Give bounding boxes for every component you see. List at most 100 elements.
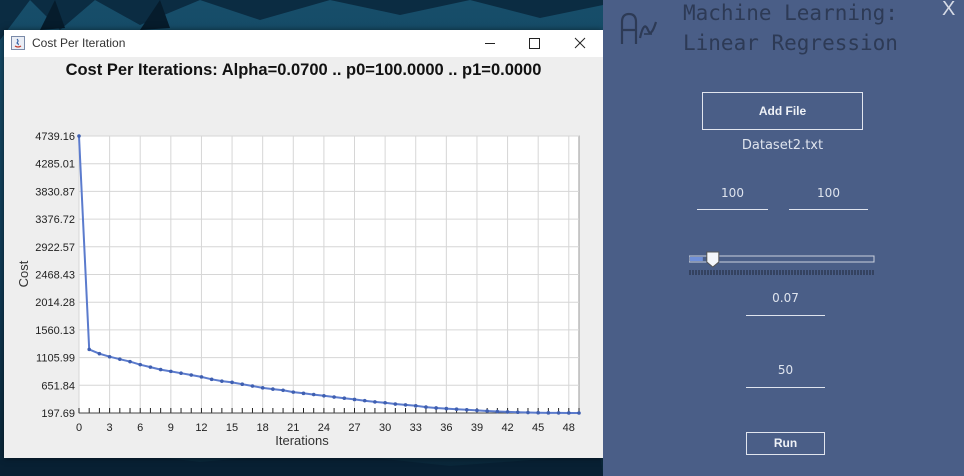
data-point: [505, 410, 510, 414]
y-tick-label: 2014.28: [35, 297, 75, 309]
data-point: [332, 395, 336, 399]
data-point: [556, 411, 561, 415]
data-point: [485, 409, 489, 413]
data-point: [179, 371, 183, 376]
data-point: [342, 396, 347, 401]
p0-input[interactable]: 100: [697, 186, 768, 210]
data-point: [189, 373, 194, 377]
x-tick-label: 0: [76, 422, 82, 434]
data-point: [424, 405, 428, 409]
data-point: [434, 406, 438, 410]
data-point: [352, 397, 357, 402]
data-point: [260, 386, 265, 390]
data-point: [138, 362, 143, 367]
data-point: [577, 411, 581, 415]
data-point: [322, 393, 326, 398]
data-point: [118, 357, 122, 361]
y-tick-label: 1105.99: [36, 353, 75, 365]
app-title-line1: Machine Learning:: [683, 1, 898, 25]
slider-fill: [690, 257, 703, 261]
x-tick-label: 18: [257, 422, 269, 434]
data-point: [373, 400, 377, 404]
x-tick-label: 24: [318, 422, 330, 434]
data-point: [158, 367, 163, 372]
data-point: [362, 398, 367, 403]
data-point: [209, 377, 214, 382]
data-point: [515, 410, 520, 415]
y-axis-label: Cost: [16, 260, 31, 287]
x-tick-label: 48: [563, 422, 575, 434]
data-point: [128, 359, 132, 364]
maximize-button[interactable]: [511, 30, 557, 57]
data-point: [240, 382, 245, 386]
x-tick-label: 42: [501, 422, 513, 434]
data-point: [495, 409, 500, 414]
y-tick-label: 1560.13: [35, 325, 75, 337]
alpha-slider[interactable]: [689, 250, 877, 278]
x-tick-label: 27: [348, 422, 360, 434]
x-tick-label: 30: [379, 422, 391, 434]
close-window-button[interactable]: [557, 30, 603, 57]
y-tick-label: 2468.43: [35, 269, 75, 281]
data-point: [393, 402, 398, 406]
alpha-input[interactable]: 0.07: [746, 291, 825, 316]
x-tick-label: 9: [168, 422, 174, 434]
close-icon: [574, 37, 586, 49]
add-file-button[interactable]: Add File: [702, 92, 863, 130]
window-titlebar[interactable]: Cost Per Iteration: [4, 30, 603, 57]
file-name-label: Dataset2.txt: [741, 138, 824, 153]
p1-input[interactable]: 100: [789, 186, 868, 210]
data-point: [281, 388, 285, 393]
control-panel: Machine Learning: Linear Regression X Ad…: [603, 0, 964, 476]
data-point: [199, 375, 204, 379]
data-point: [107, 354, 112, 359]
data-point: [454, 407, 459, 411]
run-button[interactable]: Run: [746, 432, 825, 455]
x-tick-label: 12: [195, 422, 207, 434]
data-point: [403, 403, 408, 407]
y-tick-label: 4285.01: [35, 159, 75, 171]
y-tick-label: 2922.57: [35, 242, 75, 254]
exit-button[interactable]: X: [942, 0, 956, 20]
minimize-button[interactable]: [467, 30, 513, 57]
data-point: [444, 406, 449, 411]
x-tick-label: 33: [410, 422, 422, 434]
x-tick-label: 39: [471, 422, 483, 434]
data-point: [77, 134, 81, 138]
data-point: [475, 408, 479, 413]
data-point: [87, 347, 92, 352]
x-tick-label: 15: [226, 422, 238, 434]
data-point: [413, 404, 418, 408]
y-tick-label: 197.69: [41, 408, 75, 420]
minimize-icon: [485, 43, 495, 44]
data-point: [301, 391, 306, 396]
app-logo-icon: [620, 12, 658, 44]
y-tick-label: 4739.16: [35, 131, 75, 143]
slider-thumb[interactable]: [706, 251, 720, 268]
app-title-line2: Linear Regression: [683, 31, 898, 55]
iterations-input[interactable]: 50: [746, 363, 825, 388]
data-point: [97, 351, 102, 356]
data-point: [230, 380, 234, 385]
x-tick-label: 45: [532, 422, 544, 434]
x-tick-label: 36: [440, 422, 452, 434]
y-tick-label: 651.84: [41, 380, 75, 392]
x-tick-label: 6: [137, 422, 143, 434]
data-point: [536, 410, 540, 415]
data-point: [169, 369, 173, 374]
data-point: [383, 400, 387, 405]
y-tick-label: 3376.72: [35, 214, 75, 226]
cost-chart: 197.69 651.84 1105.99 1560.13 2014.28 2468.43…: [16, 131, 581, 448]
window-title: Cost Per Iteration: [32, 36, 126, 50]
y-tick-label: 3830.87: [35, 186, 75, 198]
data-point: [546, 411, 551, 415]
x-tick-label: 3: [107, 422, 113, 434]
x-axis-label: Iterations: [275, 433, 329, 448]
chart-title: Cost Per Iterations: Alpha=0.0700 .. p0=…: [65, 61, 542, 79]
maximize-icon: [529, 38, 540, 49]
data-point: [566, 411, 571, 415]
data-point: [250, 384, 255, 388]
data-point: [148, 365, 153, 369]
x-tick-label: 21: [287, 422, 299, 434]
java-app-icon: [11, 36, 25, 50]
